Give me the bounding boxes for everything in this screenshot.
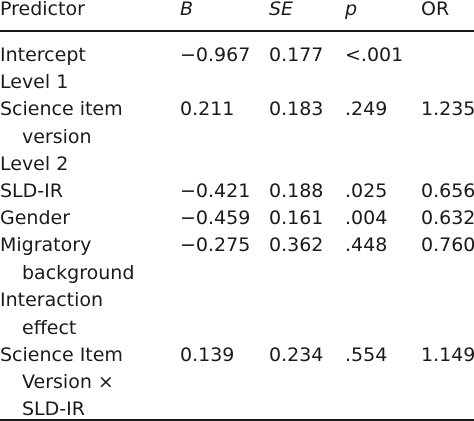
row-label-continued: background [22,262,135,284]
row-label: Science item [0,98,123,120]
cell-p: .448 [345,234,388,256]
cell-p: <.001 [345,44,404,66]
row-label: Level 2 [0,153,69,175]
cell-p: .249 [345,98,388,120]
header-rule [0,30,474,32]
row-label-continued: SLD-IR [22,398,85,420]
cell-se: 0.183 [269,98,324,120]
cell-b: −0.275 [180,234,251,256]
cell-b: −0.459 [180,207,251,229]
row-label-continued: Version × [22,371,114,393]
cell-or: 0.632 [421,207,474,229]
bottom-rule [0,419,474,421]
cell-b: 0.211 [180,98,235,120]
cell-se: 0.161 [269,207,324,229]
cell-or: 1.149 [421,344,474,366]
row-label: Gender [0,207,71,229]
cell-p: .004 [345,207,388,229]
cell-se: 0.234 [269,344,324,366]
cell-p: .025 [345,180,388,202]
cell-b: −0.967 [180,44,251,66]
header-p: p [345,0,358,20]
cell-se: 0.188 [269,180,324,202]
cell-se: 0.177 [269,44,324,66]
row-label: Level 1 [0,71,69,93]
row-label: Science Item [0,344,123,366]
row-label: Intercept [0,44,86,66]
row-label-continued: effect [22,317,77,339]
row-label: SLD-IR [0,180,63,202]
cell-or: 1.235 [421,98,474,120]
cell-or: 0.656 [421,180,474,202]
header-or: OR [421,0,450,20]
cell-b: 0.139 [180,344,235,366]
header-se: SE [269,0,294,20]
row-label: Migratory [0,234,92,256]
row-label-continued: version [22,126,92,148]
cell-p: .554 [345,344,388,366]
cell-se: 0.362 [269,234,324,256]
header-b: B [180,0,194,20]
header-predictor: Predictor [0,0,85,20]
cell-or: 0.760 [421,234,474,256]
row-label: Interaction [0,289,104,311]
cell-b: −0.421 [180,180,251,202]
